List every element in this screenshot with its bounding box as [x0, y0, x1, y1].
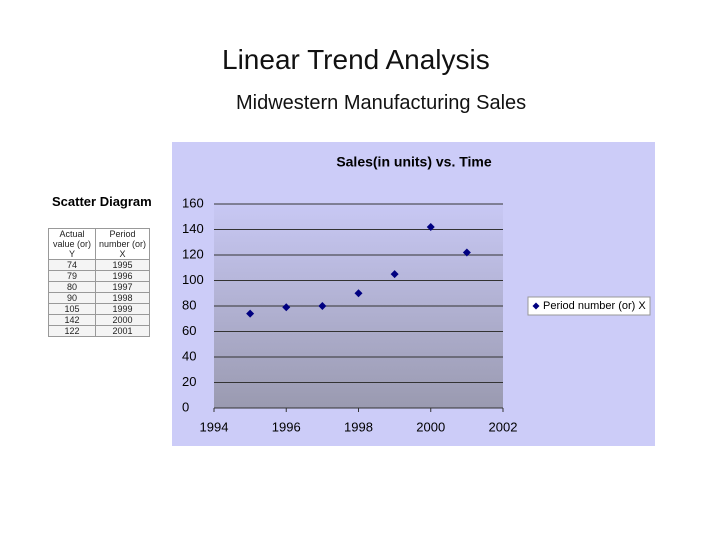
- point: [246, 309, 255, 318]
- legend-marker: [532, 302, 540, 310]
- point: [318, 302, 327, 310]
- y-tick-label: 0: [182, 399, 189, 414]
- legend: [527, 296, 651, 316]
- point: [426, 222, 435, 231]
- y-tick-label: 100: [182, 272, 204, 287]
- y-tick-label: 60: [182, 323, 196, 338]
- table-cell: 1996: [94, 270, 151, 282]
- x-tick-label: 1996: [272, 419, 301, 434]
- table-cell: 1998: [94, 292, 151, 304]
- table-row: 142 2000: [48, 314, 151, 326]
- y-tick-label: 160: [182, 195, 204, 210]
- x-tick-label: 1998: [344, 419, 373, 434]
- table-header-cell: Period number (or) X: [94, 228, 151, 260]
- point: [462, 248, 471, 257]
- table-row: 90 1998: [48, 292, 151, 304]
- chart-title: Sales(in units) vs. Time: [336, 154, 492, 170]
- y-tick-label: 20: [182, 374, 196, 389]
- y-tick-label: 140: [182, 221, 204, 236]
- point: [354, 289, 363, 298]
- table-header: Actual value (or) Y Period number (or) X: [48, 228, 151, 260]
- table-row: 105 1999: [48, 303, 151, 315]
- y-tick-label: 80: [182, 297, 196, 312]
- slide-subtitle: Midwestern Manufacturing Sales: [236, 92, 527, 114]
- table-row: 74 1995: [48, 259, 151, 271]
- table-cell: 2001: [94, 325, 151, 337]
- x-tick-label: 2002: [489, 419, 518, 434]
- table-row: 79 1996: [48, 270, 151, 282]
- table-body: 74 1995 79 1996 80 1997 90 1998 105 1999 142 2000 12…: [48, 259, 151, 337]
- y-tick-label: 40: [182, 348, 196, 363]
- table-cell: 122: [48, 325, 96, 337]
- table-title: Scatter Diagram: [52, 194, 152, 209]
- point: [282, 303, 291, 312]
- legend-label: Period number (or) X: [543, 300, 646, 312]
- point: [390, 270, 399, 279]
- table-cell: 1997: [94, 281, 151, 293]
- x-tick-label: 2000: [416, 419, 445, 434]
- slide-title: Linear Trend Analysis: [222, 44, 490, 75]
- y-tick-label: 120: [182, 246, 204, 261]
- x-tick-label: 1994: [200, 419, 229, 434]
- table-row: 122 2001: [48, 325, 151, 337]
